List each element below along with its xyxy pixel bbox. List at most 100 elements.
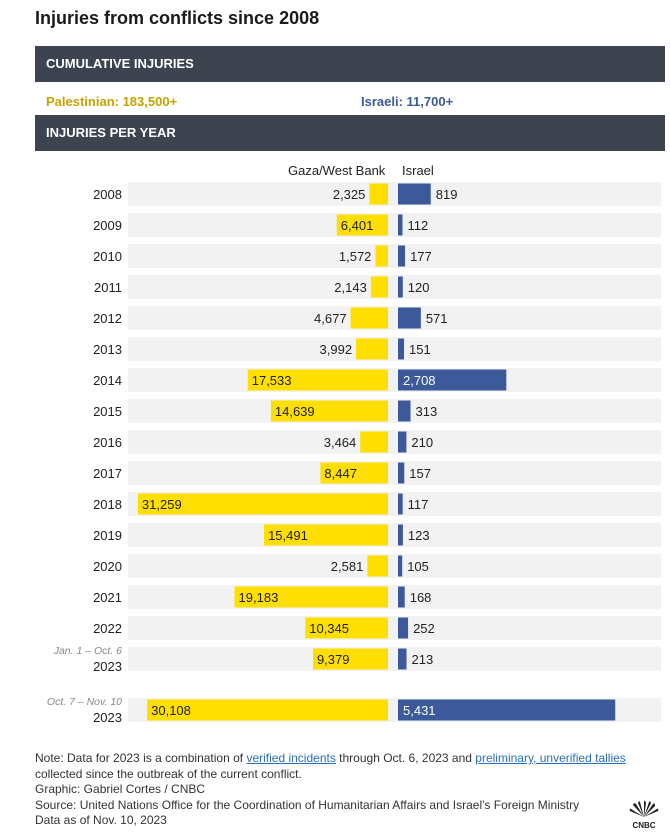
israel-value-label: 151 xyxy=(409,342,431,357)
row-background xyxy=(128,554,661,578)
gaza-value-label: 2,143 xyxy=(334,280,367,295)
gaza-value-label: 4,677 xyxy=(314,311,347,326)
israel-value-label: 112 xyxy=(407,218,428,233)
row-background xyxy=(128,647,661,671)
israel-value-label: 571 xyxy=(426,311,448,326)
year-label: 2013 xyxy=(93,342,122,357)
israel-bar xyxy=(398,524,403,546)
gaza-bar xyxy=(305,617,388,639)
gaza-value-label: 1,572 xyxy=(339,249,372,264)
injuries-bar-chart: 2008 2,325 819 2009 6,401 112 2010 1,572 177 2011… xyxy=(47,182,661,725)
israel-value-label: 105 xyxy=(407,559,429,574)
row-background xyxy=(128,182,661,206)
year-label: 2016 xyxy=(93,435,122,450)
gaza-bar xyxy=(270,400,388,422)
row-background xyxy=(128,523,661,547)
row-background xyxy=(128,399,661,423)
gaza-bar xyxy=(320,462,388,484)
gaza-value-label: 30,108 xyxy=(151,703,191,718)
gaza-value-label: 14,639 xyxy=(275,404,315,419)
year-label: 2020 xyxy=(93,559,122,574)
gaza-bar xyxy=(312,648,388,670)
israel-value-label: 123 xyxy=(408,528,430,543)
israel-bar xyxy=(398,369,507,391)
israel-bar xyxy=(398,493,403,515)
row-background xyxy=(128,616,661,640)
israel-value-label: 819 xyxy=(436,187,458,202)
year-label: 2017 xyxy=(93,466,122,481)
year-label: 2015 xyxy=(93,404,122,419)
year-label: 2009 xyxy=(93,218,122,233)
gaza-value-label: 2,581 xyxy=(331,559,364,574)
per-year-header: INJURIES PER YEAR xyxy=(35,115,665,151)
year-label: 2008 xyxy=(93,187,122,202)
gaza-value-label: 6,401 xyxy=(341,218,374,233)
preliminary-tallies-link[interactable]: preliminary, unverified tallies xyxy=(475,751,626,765)
israel-bar xyxy=(398,648,407,670)
israel-bar xyxy=(398,245,406,267)
gaza-value-label: 19,183 xyxy=(239,590,279,605)
israel-value-label: 252 xyxy=(413,621,435,636)
year-label: 2022 xyxy=(93,621,122,636)
israel-bar xyxy=(398,555,403,577)
row-background xyxy=(128,213,661,237)
israel-bar xyxy=(398,431,407,453)
notes: Note: Data for 2023 is a combination of … xyxy=(35,751,655,829)
israel-bar xyxy=(398,338,405,360)
cnbc-peacock-logo: CNBC xyxy=(629,800,659,830)
graphic-credit: Graphic: Gabriel Cortes / CNBC xyxy=(35,782,206,796)
israel-value-label: 168 xyxy=(410,590,432,605)
israel-value-label: 177 xyxy=(410,249,432,264)
israel-bar xyxy=(398,586,405,608)
gaza-value-label: 8,447 xyxy=(324,466,357,481)
svg-text:CNBC: CNBC xyxy=(632,821,655,830)
palestinian-total: Palestinian: 183,500+ xyxy=(46,94,178,109)
israel-bar xyxy=(398,400,411,422)
israel-value-label: 313 xyxy=(416,404,438,419)
gaza-bar xyxy=(350,307,388,329)
chart-title: Injuries from conflicts since 2008 xyxy=(35,8,320,28)
gaza-bar xyxy=(336,214,388,236)
israeli-total: Israeli: 11,700+ xyxy=(361,94,454,109)
data-note: Note: Data for 2023 is a combination of … xyxy=(35,751,626,781)
gaza-bar xyxy=(360,431,388,453)
gaza-value-label: 31,259 xyxy=(142,497,182,512)
israel-value-label: 2,708 xyxy=(403,373,436,388)
period-label: Oct. 7 – Nov. 10 xyxy=(47,696,122,708)
year-label: 2023 xyxy=(93,710,122,725)
israel-bar xyxy=(398,214,403,236)
row-background xyxy=(128,430,661,454)
israel-bar xyxy=(398,183,431,205)
israel-bar xyxy=(398,699,616,721)
israel-value-label: 210 xyxy=(411,435,433,450)
data-date: Data as of Nov. 10, 2023 xyxy=(35,813,167,827)
israel-column-label: Israel xyxy=(402,163,434,178)
gaza-value-label: 3,464 xyxy=(324,435,357,450)
israel-bar xyxy=(398,307,421,329)
gaza-bar xyxy=(264,524,388,546)
gaza-bar xyxy=(247,369,388,391)
year-label: 2014 xyxy=(93,373,122,388)
gaza-value-label: 15,491 xyxy=(268,528,308,543)
israel-bar xyxy=(398,617,409,639)
gaza-bar xyxy=(356,338,388,360)
gaza-bar xyxy=(370,276,388,298)
israel-value-label: 120 xyxy=(408,280,430,295)
row-background xyxy=(128,244,661,268)
year-label: 2019 xyxy=(93,528,122,543)
row-background xyxy=(128,368,661,392)
year-label: 2011 xyxy=(94,280,122,295)
year-label: 2023 xyxy=(93,659,122,674)
per-year-header-label: INJURIES PER YEAR xyxy=(46,125,176,140)
verified-incidents-link[interactable]: verified incidents xyxy=(246,751,336,765)
year-label: 2018 xyxy=(93,497,122,512)
gaza-bar xyxy=(369,183,388,205)
gaza-bar xyxy=(147,699,388,721)
israel-bar xyxy=(398,462,405,484)
gaza-value-label: 9,379 xyxy=(317,652,350,667)
israel-value-label: 213 xyxy=(412,652,434,667)
cumulative-header-label: CUMULATIVE INJURIES xyxy=(46,56,194,71)
gaza-bar xyxy=(375,245,388,267)
israel-value-label: 5,431 xyxy=(403,703,436,718)
row-background xyxy=(128,337,661,361)
